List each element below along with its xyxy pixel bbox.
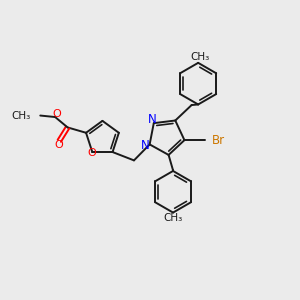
- Text: N: N: [141, 139, 150, 152]
- Text: CH₃: CH₃: [11, 110, 31, 121]
- Text: CH₃: CH₃: [164, 213, 183, 223]
- Text: O: O: [87, 148, 96, 158]
- Text: CH₃: CH₃: [190, 52, 209, 62]
- Text: N: N: [148, 113, 156, 126]
- Text: O: O: [52, 109, 61, 119]
- Text: Br: Br: [212, 134, 225, 147]
- Text: O: O: [54, 140, 63, 150]
